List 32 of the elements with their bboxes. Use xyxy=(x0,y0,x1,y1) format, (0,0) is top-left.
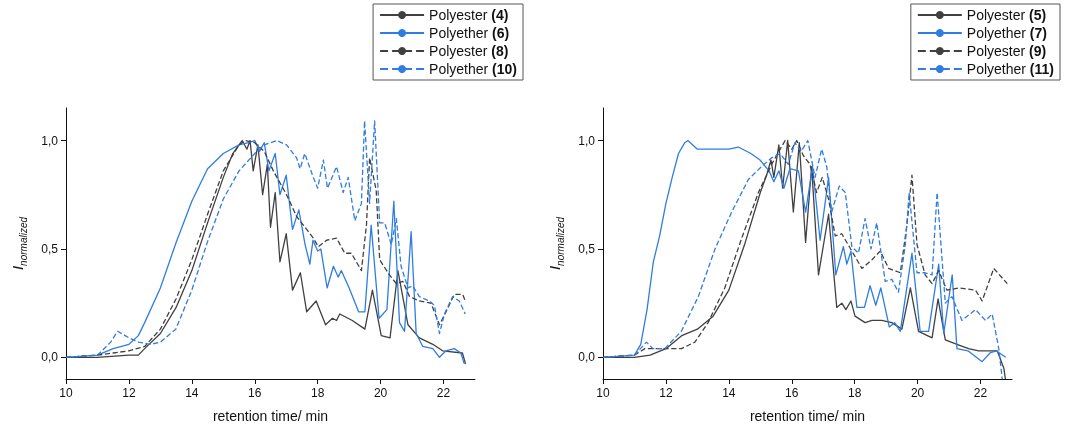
legend-label: Polyether (10) xyxy=(429,61,518,77)
y-tick-label: 0,5 xyxy=(578,241,596,256)
x-tick-label: 22 xyxy=(973,386,988,400)
x-axis-title: retention time/ min xyxy=(212,408,329,424)
legend-label: Polyether (7) xyxy=(966,25,1047,41)
y-tick-label: 1,0 xyxy=(578,133,596,148)
x-tick-label: 20 xyxy=(373,386,388,400)
x-tick-label: 12 xyxy=(659,386,673,400)
x-tick-label: 22 xyxy=(436,386,451,400)
legend-label: Polyether (6) xyxy=(429,25,510,41)
x-axis-title: retention time/ min xyxy=(749,408,866,424)
y-tick-label: 0,5 xyxy=(41,241,59,256)
x-tick-label: 10 xyxy=(596,386,610,400)
legend-label: Polyester (8) xyxy=(429,43,509,59)
x-tick-label: 18 xyxy=(848,386,862,400)
y-tick-label: 0,0 xyxy=(41,350,59,365)
x-tick-label: 18 xyxy=(311,386,325,400)
y-axis-title: Inormalized xyxy=(8,216,29,271)
legend-label: Polyester (5) xyxy=(966,7,1047,23)
x-tick-label: 16 xyxy=(785,386,799,400)
y-tick-label: 0,0 xyxy=(578,350,596,365)
x-tick-label: 16 xyxy=(248,386,262,400)
legend-label: Polyester (4) xyxy=(429,7,509,23)
y-tick-label: 1,0 xyxy=(41,133,59,148)
x-tick-label: 12 xyxy=(122,386,136,400)
legend-label: Polyether (11) xyxy=(966,61,1054,77)
x-tick-label: 10 xyxy=(59,386,73,400)
legend-label: Polyester (9) xyxy=(966,43,1047,59)
y-axis-title: Inormalized xyxy=(545,216,566,271)
x-tick-label: 14 xyxy=(185,386,199,400)
x-tick-label: 20 xyxy=(910,386,925,400)
x-tick-label: 14 xyxy=(722,386,736,400)
